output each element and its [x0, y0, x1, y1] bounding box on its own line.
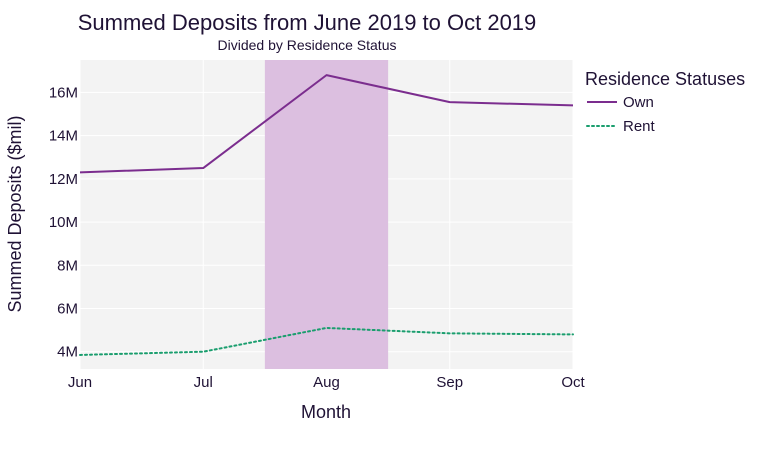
legend: Residence Statuses Own Rent	[585, 69, 745, 135]
legend-item-rent[interactable]: Rent	[586, 118, 656, 135]
legend-item-own[interactable]: Own	[587, 94, 654, 111]
legend-title: Residence Statuses	[585, 69, 745, 89]
x-tick-label: Jul	[194, 374, 213, 391]
x-tick-label: Jun	[68, 374, 92, 391]
chart-title: Summed Deposits from June 2019 to Oct 20…	[78, 10, 537, 35]
legend-label: Own	[623, 94, 654, 111]
chart-subtitle: Divided by Residence Status	[218, 37, 397, 53]
x-tick-label: Aug	[313, 374, 340, 391]
y-tick-label: 4M	[57, 344, 78, 361]
y-tick-label: 10M	[49, 214, 78, 231]
y-tick-label: 16M	[49, 84, 78, 101]
x-axis-ticks: Jun Jul Aug Sep Oct	[68, 374, 586, 391]
x-axis-title: Month	[301, 402, 351, 422]
y-tick-label: 8M	[57, 257, 78, 274]
legend-items: Own Rent	[586, 94, 656, 135]
y-axis-ticks: 4M 6M 8M 10M 12M 14M 16M	[49, 84, 78, 360]
legend-label: Rent	[623, 118, 656, 135]
x-tick-label: Oct	[561, 374, 585, 391]
x-tick-label: Sep	[436, 374, 463, 391]
series-line-rent	[79, 326, 574, 356]
highlight-band	[264, 60, 389, 369]
series-layer	[79, 74, 574, 356]
y-tick-label: 14M	[49, 128, 78, 145]
y-tick-label: 6M	[57, 300, 78, 317]
y-tick-label: 12M	[49, 171, 78, 188]
y-axis-title: Summed Deposits ($mil)	[5, 115, 25, 312]
